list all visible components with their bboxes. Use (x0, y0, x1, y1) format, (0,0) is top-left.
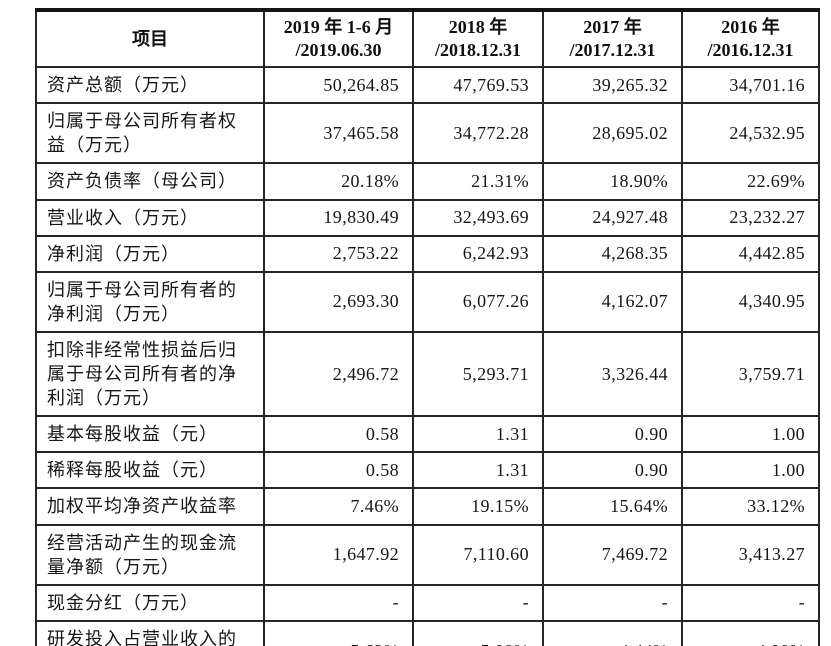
cell-value: 7,469.72 (542, 523, 683, 586)
cell-value: - (263, 583, 414, 622)
cell-value: 1.00 (681, 451, 820, 490)
cell-value: 6,077.26 (412, 270, 544, 333)
row-label: 经营活动产生的现金流 量净额（万元） (35, 523, 265, 586)
row-label: 净利润（万元） (35, 234, 265, 273)
column-header-2016: 2016 年 /2016.12.31 (681, 8, 820, 69)
row-basic-eps: 基本每股收益（元） 0.58 1.31 0.90 1.00 (35, 415, 820, 454)
row-deducted-net-profit: 扣除非经常性损益后归 属于母公司所有者的净 利润（万元） 2,496.72 5,… (35, 330, 820, 418)
row-weighted-avg-roe: 加权平均净资产收益率 7.46% 19.15% 15.64% 33.12% (35, 487, 820, 526)
cell-value: 33.12% (681, 487, 820, 526)
cell-value: 0.58 (263, 451, 414, 490)
column-header-2017: 2017 年 /2017.12.31 (542, 8, 683, 69)
column-header-2019h1: 2019 年 1-6 月 /2019.06.30 (263, 8, 414, 69)
cell-value: 34,772.28 (412, 102, 544, 165)
row-rd-revenue-ratio: 研发投入占营业收入的 比例 5.62% 5.08% 4.44% 4.00% (35, 619, 820, 646)
cell-value: 0.58 (263, 415, 414, 454)
cell-value: 1.31 (412, 415, 544, 454)
cell-value: 3,326.44 (542, 330, 683, 418)
cell-value: 3,413.27 (681, 523, 820, 586)
cell-value: 24,532.95 (681, 102, 820, 165)
cell-value: 20.18% (263, 162, 414, 201)
cell-value: 4.00% (681, 619, 820, 646)
row-label: 归属于母公司所有者的 净利润（万元） (35, 270, 265, 333)
cell-value: 7,110.60 (412, 523, 544, 586)
row-net-profit: 净利润（万元） 2,753.22 6,242.93 4,268.35 4,442… (35, 234, 820, 273)
cell-value: 32,493.69 (412, 198, 544, 237)
column-header-2018: 2018 年 /2018.12.31 (412, 8, 544, 69)
cell-value: 21.31% (412, 162, 544, 201)
cell-value: 4,162.07 (542, 270, 683, 333)
cell-value: 37,465.58 (263, 102, 414, 165)
cell-value: 2,496.72 (263, 330, 414, 418)
table-header-row: 项目 2019 年 1-6 月 /2019.06.30 2018 年 /2018… (35, 8, 820, 69)
row-revenue: 营业收入（万元） 19,830.49 32,493.69 24,927.48 2… (35, 198, 820, 237)
cell-value: 0.90 (542, 451, 683, 490)
cell-value: 19,830.49 (263, 198, 414, 237)
cell-value: 3,759.71 (681, 330, 820, 418)
cell-value: 39,265.32 (542, 66, 683, 105)
cell-value: 4,442.85 (681, 234, 820, 273)
cell-value: 6,242.93 (412, 234, 544, 273)
row-label: 归属于母公司所有者权 益（万元） (35, 102, 265, 165)
cell-value: 1,647.92 (263, 523, 414, 586)
cell-value: 5.62% (263, 619, 414, 646)
cell-value: 4,268.35 (542, 234, 683, 273)
cell-value: 4.44% (542, 619, 683, 646)
row-cash-dividend: 现金分红（万元） - - - - (35, 583, 820, 622)
cell-value: - (412, 583, 544, 622)
cell-value: 28,695.02 (542, 102, 683, 165)
financial-indicators-table: 项目 2019 年 1-6 月 /2019.06.30 2018 年 /2018… (35, 8, 820, 646)
cell-value: 50,264.85 (263, 66, 414, 105)
cell-value: 47,769.53 (412, 66, 544, 105)
cell-value: 0.90 (542, 415, 683, 454)
cell-value: 22.69% (681, 162, 820, 201)
cell-value: 34,701.16 (681, 66, 820, 105)
row-total-assets: 资产总额（万元） 50,264.85 47,769.53 39,265.32 3… (35, 66, 820, 105)
cell-value: 19.15% (412, 487, 544, 526)
row-label: 基本每股收益（元） (35, 415, 265, 454)
row-label: 现金分红（万元） (35, 583, 265, 622)
cell-value: 1.00 (681, 415, 820, 454)
cell-value: 15.64% (542, 487, 683, 526)
row-parent-equity: 归属于母公司所有者权 益（万元） 37,465.58 34,772.28 28,… (35, 102, 820, 165)
row-label: 稀释每股收益（元） (35, 451, 265, 490)
cell-value: 23,232.27 (681, 198, 820, 237)
row-label: 扣除非经常性损益后归 属于母公司所有者的净 利润（万元） (35, 330, 265, 418)
row-label: 研发投入占营业收入的 比例 (35, 619, 265, 646)
cell-value: 7.46% (263, 487, 414, 526)
cell-value: 5.08% (412, 619, 544, 646)
row-label: 资产总额（万元） (35, 66, 265, 105)
cell-value: 5,293.71 (412, 330, 544, 418)
cell-value: 1.31 (412, 451, 544, 490)
row-label: 资产负债率（母公司） (35, 162, 265, 201)
cell-value: 24,927.48 (542, 198, 683, 237)
row-operating-cash-flow: 经营活动产生的现金流 量净额（万元） 1,647.92 7,110.60 7,4… (35, 523, 820, 586)
row-diluted-eps: 稀释每股收益（元） 0.58 1.31 0.90 1.00 (35, 451, 820, 490)
row-label: 加权平均净资产收益率 (35, 487, 265, 526)
row-parent-net-profit: 归属于母公司所有者的 净利润（万元） 2,693.30 6,077.26 4,1… (35, 270, 820, 333)
row-label: 营业收入（万元） (35, 198, 265, 237)
row-debt-ratio: 资产负债率（母公司） 20.18% 21.31% 18.90% 22.69% (35, 162, 820, 201)
column-header-item: 项目 (35, 8, 265, 69)
cell-value: 2,693.30 (263, 270, 414, 333)
cell-value: 2,753.22 (263, 234, 414, 273)
cell-value: 4,340.95 (681, 270, 820, 333)
cell-value: 18.90% (542, 162, 683, 201)
cell-value: - (542, 583, 683, 622)
cell-value: - (681, 583, 820, 622)
